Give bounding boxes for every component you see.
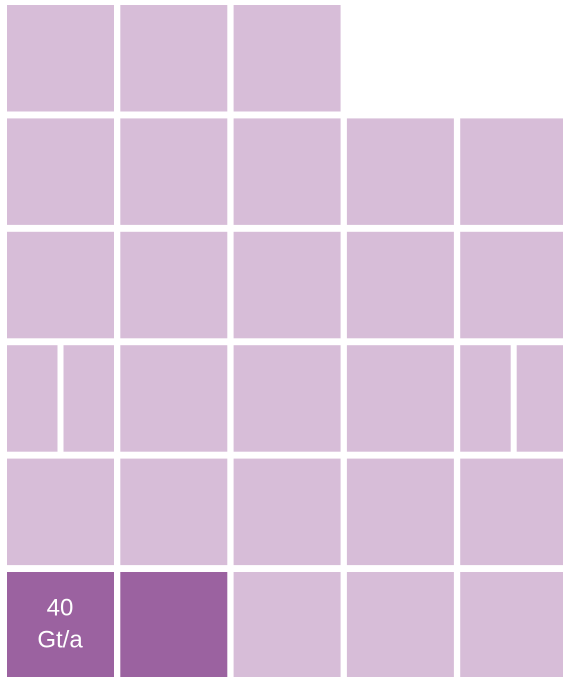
tile bbox=[346, 231, 454, 339]
tile bbox=[7, 345, 58, 452]
tile bbox=[120, 118, 228, 225]
tile bbox=[346, 345, 454, 452]
tile-value: 40 bbox=[47, 594, 74, 621]
tile bbox=[120, 458, 228, 566]
tile bbox=[7, 231, 114, 339]
tile bbox=[233, 572, 341, 677]
tile bbox=[346, 572, 454, 677]
tile bbox=[120, 5, 228, 112]
tile-unit: Gt/a bbox=[37, 626, 83, 653]
tile bbox=[120, 231, 228, 339]
tile bbox=[460, 345, 511, 452]
tile bbox=[7, 458, 114, 566]
tile bbox=[460, 458, 563, 566]
tile bbox=[233, 231, 341, 339]
tile bbox=[460, 118, 563, 225]
tile bbox=[7, 118, 114, 225]
tile bbox=[460, 231, 563, 339]
tile bbox=[120, 345, 228, 452]
tile bbox=[516, 345, 563, 452]
tile bbox=[120, 572, 228, 677]
tile bbox=[233, 118, 341, 225]
tile bbox=[233, 5, 341, 112]
tile bbox=[63, 345, 114, 452]
tile bbox=[346, 458, 454, 566]
tile bbox=[233, 345, 341, 452]
tile bbox=[233, 458, 341, 566]
tile bbox=[7, 5, 114, 112]
tiles bbox=[7, 5, 563, 677]
tile bbox=[460, 572, 563, 677]
tile bbox=[7, 572, 114, 677]
tile bbox=[346, 118, 454, 225]
